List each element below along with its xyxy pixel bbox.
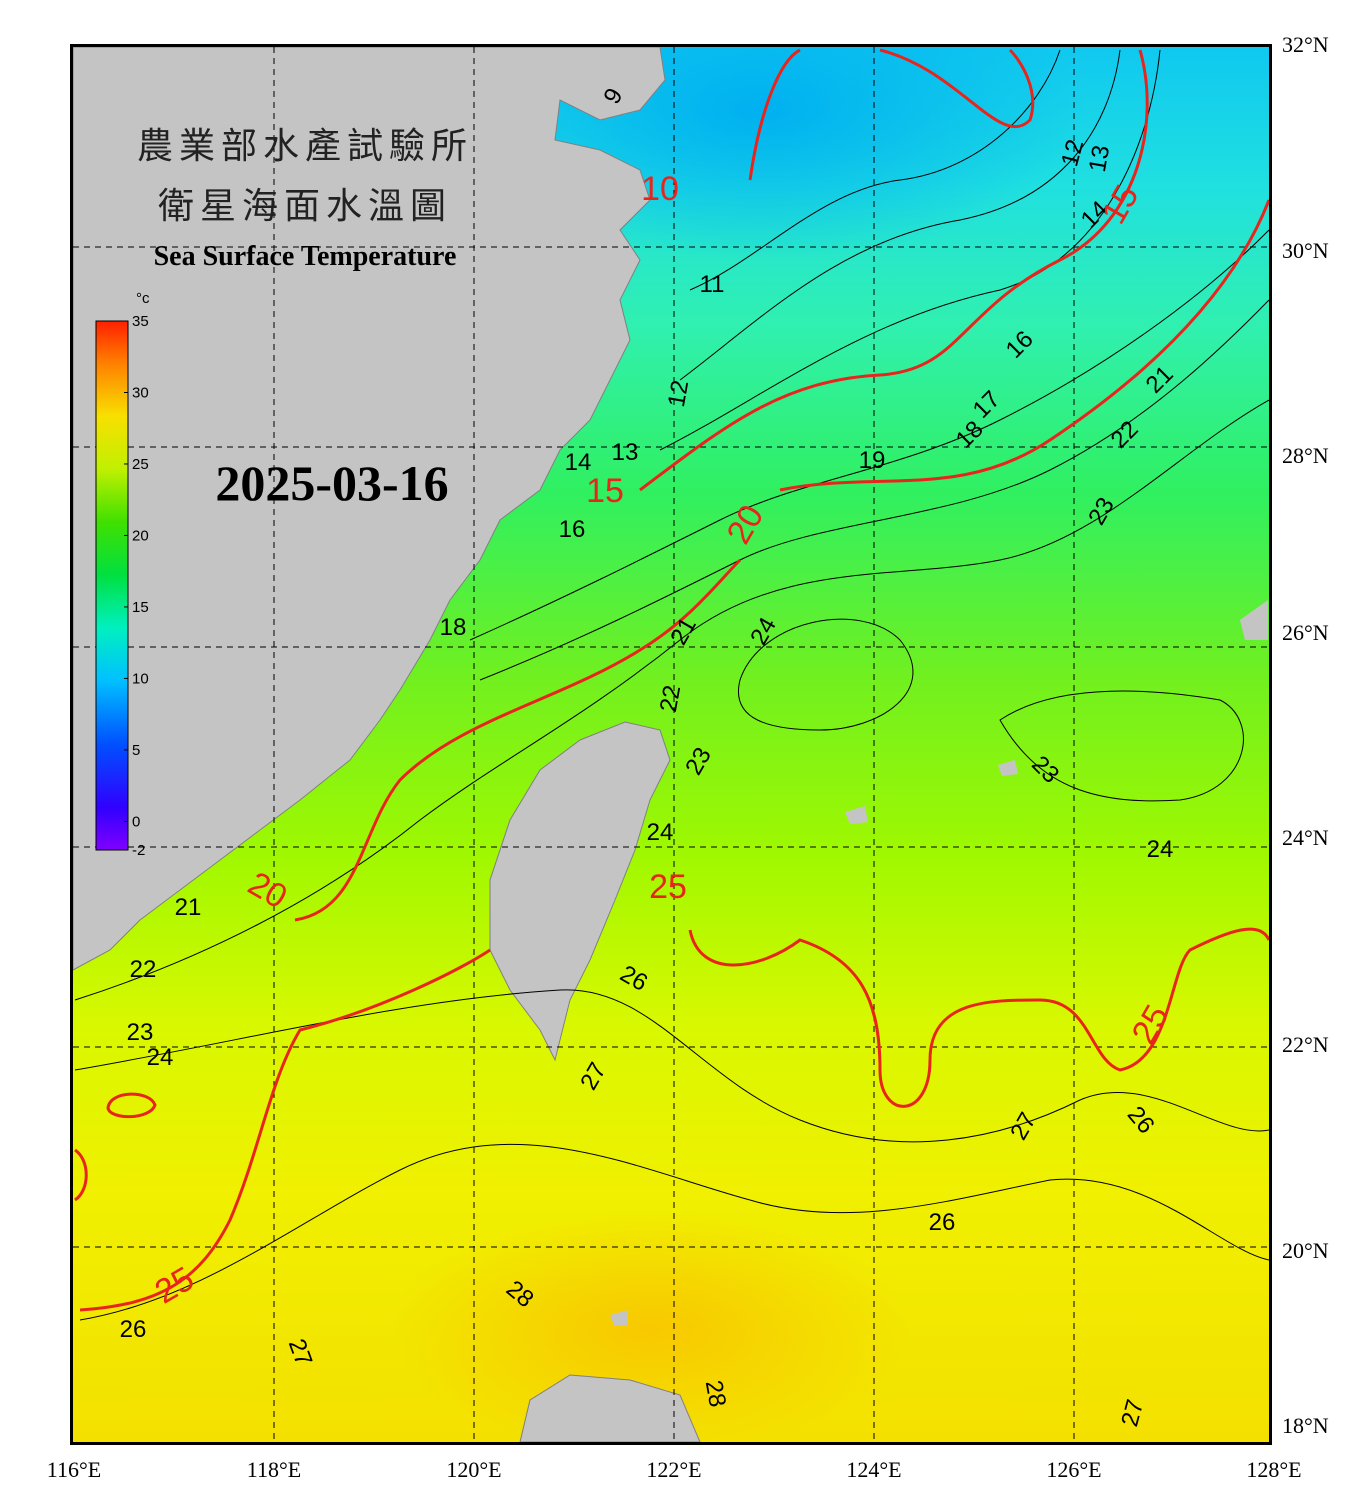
longitude-label: 116°E xyxy=(47,1457,101,1482)
warm-water-region xyxy=(390,1210,910,1442)
colorbar-tick-label: 15 xyxy=(132,599,149,616)
map-title: 農業部水產試驗所 衛星海面水溫圖 Sea Surface Temperature… xyxy=(137,126,473,511)
land-miyako xyxy=(845,806,868,824)
colorbar-tick-label: 30 xyxy=(132,384,149,401)
isotherm-label: 24 xyxy=(1147,836,1174,863)
isotherm-label: 26 xyxy=(929,1209,956,1236)
isotherm-label: 13 xyxy=(612,439,639,466)
latitude-label: 18°N xyxy=(1282,1413,1329,1438)
isotherm-label: 12 xyxy=(663,378,694,409)
isotherm-label: 24 xyxy=(147,1044,174,1071)
isotherm-label: 14 xyxy=(565,449,592,476)
longitude-label: 126°E xyxy=(1046,1457,1101,1482)
minor-isotherms xyxy=(74,49,1269,1321)
isotherm-label: 26 xyxy=(120,1316,147,1343)
longitude-labels: 116°E 118°E 120°E 122°E 124°E 126°E 128°E xyxy=(47,1457,1302,1482)
land-island xyxy=(998,760,1018,776)
colorbar-tick-label: 25 xyxy=(132,456,149,473)
isotherm-label: 21 xyxy=(175,894,202,921)
land-luzon xyxy=(519,1374,701,1442)
colorbar-tick-label: 20 xyxy=(132,527,149,544)
isotherm-label: 24 xyxy=(647,819,674,846)
colorbar-tick-label: -2 xyxy=(132,842,145,859)
latitude-label: 22°N xyxy=(1282,1032,1329,1057)
graticule xyxy=(73,47,1269,1442)
latitude-label: 30°N xyxy=(1282,238,1329,263)
latitude-label: 20°N xyxy=(1282,1238,1329,1263)
title-english: Sea Surface Temperature xyxy=(154,241,457,272)
isotherm-label: 18 xyxy=(440,614,467,641)
land-taiwan xyxy=(489,721,671,1062)
longitude-label: 122°E xyxy=(646,1457,701,1482)
land-okinawa xyxy=(1240,600,1268,640)
isotherm-label: 23 xyxy=(127,1019,154,1046)
longitude-label: 124°E xyxy=(846,1457,901,1482)
isotherm-label: 11 xyxy=(700,271,725,298)
isotherm-label: 22 xyxy=(130,956,157,983)
longitude-label: 128°E xyxy=(1246,1457,1301,1482)
latitude-labels: 32°N 30°N 28°N 26°N 24°N 22°N 20°N 18°N xyxy=(1282,32,1329,1438)
isotherm-label-major: 15 xyxy=(586,472,624,510)
title-line1: 農業部水產試驗所 xyxy=(137,126,473,167)
colorbar-scale xyxy=(95,320,129,851)
isotherm-label: 28 xyxy=(700,1378,731,1409)
latitude-label: 32°N xyxy=(1282,32,1329,57)
longitude-label: 118°E xyxy=(247,1457,301,1482)
isotherm-label: 13 xyxy=(1084,143,1115,174)
latitude-label: 26°N xyxy=(1282,620,1329,645)
title-line2: 衛星海面水溫圖 xyxy=(158,186,452,227)
date-label: 2025-03-16 xyxy=(215,455,448,511)
colorbar: °c 35 30 25 20 15 10 5 0 -2 xyxy=(95,290,150,859)
colorbar-tick-label: 5 xyxy=(132,742,140,759)
isotherm-label: 19 xyxy=(859,447,886,474)
isotherm-label-major: 25 xyxy=(649,868,687,906)
land-china xyxy=(73,47,666,971)
colorbar-tick-label: 10 xyxy=(132,670,149,687)
land-batanes xyxy=(610,1310,628,1325)
isotherm-label-major: 10 xyxy=(641,170,679,208)
latitude-label: 28°N xyxy=(1282,443,1329,468)
isotherm-label: 22 xyxy=(655,683,686,714)
longitude-label: 120°E xyxy=(446,1457,501,1482)
colorbar-tick-label: 35 xyxy=(132,313,149,330)
colorbar-tick-label: 0 xyxy=(132,813,140,830)
isotherm-label: 16 xyxy=(559,516,586,543)
major-isotherms xyxy=(74,48,1269,1312)
latitude-label: 24°N xyxy=(1282,825,1329,850)
colorbar-unit: °c xyxy=(136,290,150,307)
